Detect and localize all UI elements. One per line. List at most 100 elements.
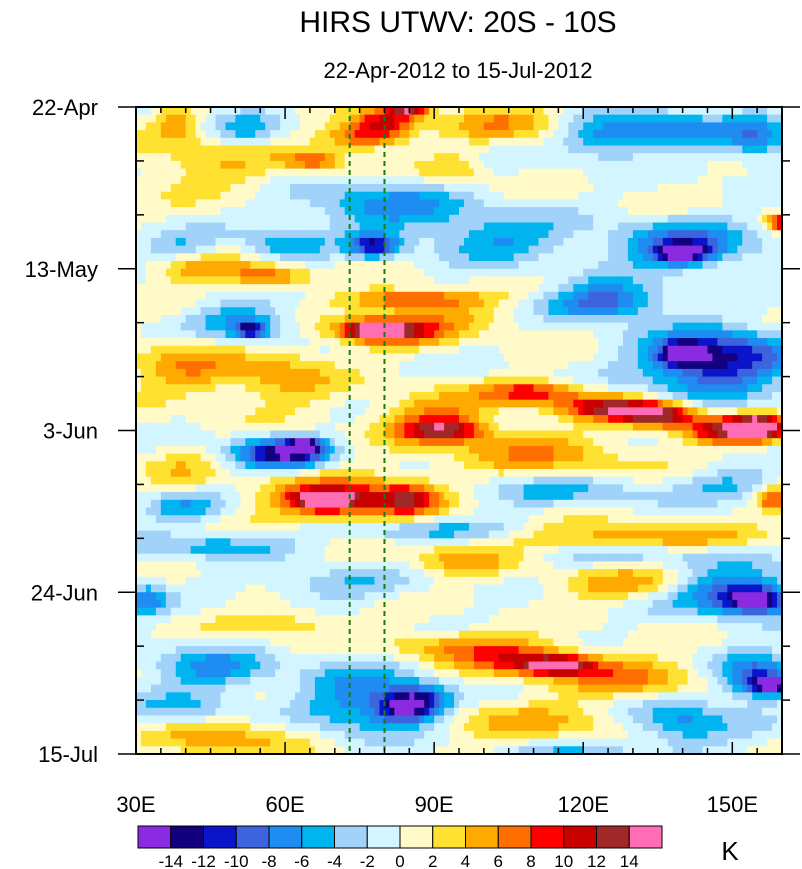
field-cell	[140, 130, 147, 139]
field-cell	[329, 284, 336, 293]
field-cell	[498, 330, 505, 339]
field-cell	[379, 199, 386, 208]
field-cell	[608, 168, 614, 177]
field-cell	[354, 199, 361, 208]
field-cell	[578, 338, 584, 347]
field-cell	[210, 284, 217, 293]
field-cell	[558, 291, 564, 301]
field-cell	[568, 391, 574, 401]
field-cell	[444, 322, 450, 331]
field-cell	[682, 237, 689, 247]
field-cell	[260, 322, 266, 331]
field-cell	[319, 130, 326, 139]
field-cell	[160, 314, 167, 324]
field-cell	[225, 399, 232, 408]
field-cell	[439, 376, 445, 385]
field-cell	[140, 268, 147, 278]
field-cell	[319, 314, 326, 324]
field-cell	[563, 122, 569, 131]
field-cell	[762, 322, 768, 331]
field-cell	[568, 130, 574, 139]
field-cell	[722, 122, 728, 131]
field-cell	[394, 391, 400, 401]
field-cell	[215, 399, 222, 408]
field-cell	[449, 230, 455, 239]
field-cell	[190, 222, 197, 231]
field-cell	[672, 291, 679, 301]
field-cell	[260, 137, 266, 147]
field-cell	[449, 338, 455, 347]
field-cell	[593, 207, 599, 216]
field-cell	[478, 153, 485, 162]
field-cell	[558, 145, 564, 154]
field-cell	[265, 253, 271, 262]
field-cell	[299, 191, 306, 201]
field-cell	[777, 122, 782, 131]
field-cell	[394, 376, 400, 385]
field-cell	[588, 322, 594, 331]
field-cell	[657, 322, 664, 331]
field-cell	[593, 284, 599, 293]
field-cell	[270, 107, 276, 116]
field-cell	[583, 376, 589, 385]
field-cell	[324, 207, 331, 216]
field-cell	[329, 130, 336, 139]
field-cell	[180, 314, 187, 324]
field-cell	[578, 261, 584, 270]
field-cell	[757, 291, 763, 301]
field-cell	[404, 207, 410, 216]
field-cell	[235, 168, 241, 177]
field-cell	[185, 353, 192, 362]
field-cell	[563, 199, 569, 208]
field-cell	[280, 122, 286, 131]
field-cell	[205, 137, 212, 147]
field-cell	[757, 214, 763, 224]
field-cell	[399, 299, 405, 308]
field-cell	[578, 330, 584, 339]
field-cell	[290, 314, 296, 324]
field-cell	[632, 376, 639, 385]
field-cell	[737, 122, 743, 131]
field-cell	[185, 276, 192, 285]
field-cell	[632, 330, 639, 339]
field-cell	[329, 353, 336, 362]
field-cell	[548, 107, 555, 116]
field-cell	[677, 230, 684, 239]
field-cell	[354, 122, 361, 131]
field-cell	[185, 399, 192, 408]
field-cell	[424, 191, 430, 201]
field-cell	[235, 368, 241, 378]
field-cell	[399, 399, 405, 408]
field-cell	[598, 391, 604, 401]
field-cell	[285, 160, 291, 170]
field-cell	[220, 330, 227, 339]
field-cell	[275, 338, 281, 347]
field-cell	[752, 253, 758, 262]
field-cell	[260, 391, 266, 401]
field-cell	[304, 338, 311, 347]
field-cell	[359, 137, 366, 147]
field-cell	[533, 237, 540, 247]
field-cell	[255, 338, 261, 347]
field-cell	[518, 230, 525, 239]
field-cell	[329, 384, 336, 393]
field-cell	[265, 237, 271, 247]
field-cell	[632, 168, 639, 177]
field-cell	[523, 291, 530, 301]
field-cell	[568, 153, 574, 162]
field-cell	[439, 253, 445, 262]
field-cell	[175, 307, 182, 316]
field-cell	[588, 214, 594, 224]
field-cell	[354, 184, 361, 193]
field-cell	[672, 114, 679, 123]
field-cell	[707, 299, 714, 308]
field-cell	[727, 107, 733, 116]
field-cell	[662, 160, 669, 170]
field-cell	[767, 299, 773, 308]
field-cell	[329, 245, 336, 254]
field-cell	[280, 338, 286, 347]
field-cell	[543, 291, 550, 301]
field-cell	[498, 268, 505, 278]
field-cell	[180, 368, 187, 378]
field-cell	[459, 384, 465, 393]
